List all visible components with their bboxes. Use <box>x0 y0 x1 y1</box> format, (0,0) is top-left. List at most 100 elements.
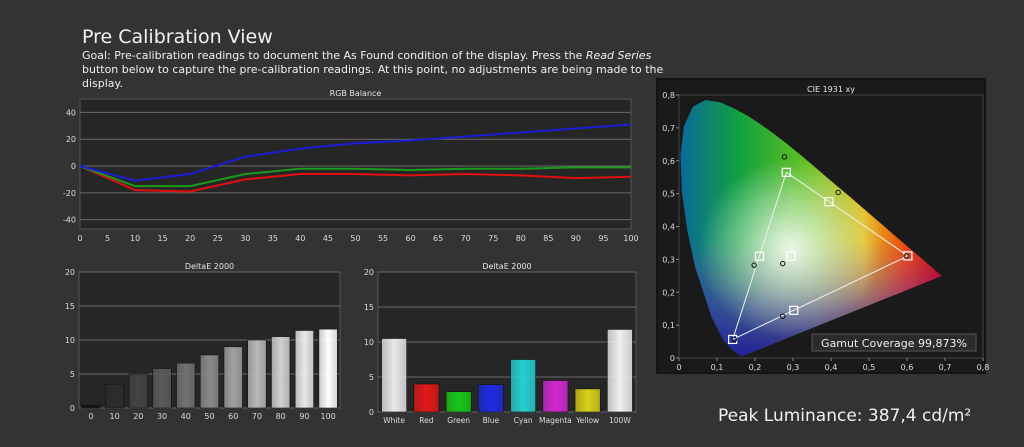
x-tick-label: Green <box>447 416 470 425</box>
bar-40 <box>176 362 196 409</box>
bar-yellow <box>574 388 601 413</box>
bar-30 <box>152 368 172 409</box>
x-tick-label: 90 <box>571 234 581 243</box>
x-tick-label: 0 <box>676 363 681 372</box>
y-tick-label: 0,6 <box>662 157 675 166</box>
x-tick-label: 100 <box>320 412 335 421</box>
x-tick-label: Magenta <box>539 416 572 425</box>
bar-red <box>413 383 440 413</box>
white-point-glow <box>680 99 942 357</box>
y-tick-label: 15 <box>65 302 75 311</box>
bar-80 <box>271 336 291 409</box>
x-tick-label: 0,5 <box>863 363 876 372</box>
y-tick-label: 0,1 <box>662 321 675 330</box>
goal-suffix: button below to capture the pre-calibrat… <box>82 63 664 90</box>
series-line-1 <box>79 165 631 188</box>
bar-cyan <box>510 359 537 413</box>
grayscale-deltae-chart: DeltaE 2000 0 5 10 15 20 0 10 20 30 40 50 60 70 80 90 10… <box>65 262 341 421</box>
x-tick-label: 100W <box>609 416 631 425</box>
y-tick-label: 0 <box>71 162 76 171</box>
measured-point <box>780 313 786 319</box>
target-marker <box>786 251 796 261</box>
measured-point <box>835 189 841 196</box>
x-tick-label: 25 <box>213 234 223 243</box>
x-tick-label: 60 <box>406 234 416 243</box>
chart-title: RGB Balance <box>330 89 382 98</box>
chart-title: DeltaE 2000 <box>482 262 531 271</box>
x-tick-label: 80 <box>276 412 286 421</box>
x-tick-label: 20 <box>185 234 195 243</box>
target-marker <box>754 251 765 261</box>
x-tick-label: 40 <box>295 234 305 243</box>
measured-point <box>903 253 909 259</box>
x-tick-label: 40 <box>181 412 191 421</box>
y-tick-label: 0 <box>70 404 75 413</box>
bar-100 <box>318 328 338 409</box>
y-tick-label: 0,5 <box>662 190 675 199</box>
y-tick-label: 0,7 <box>662 124 675 133</box>
measured-point <box>751 262 757 268</box>
bar-10 <box>105 383 125 409</box>
x-tick-label: Red <box>419 416 433 425</box>
x-tick-label: 5 <box>105 234 110 243</box>
bar-70 <box>247 339 267 409</box>
y-tick-label: -20 <box>63 189 76 198</box>
x-tick-label: 0 <box>88 412 93 421</box>
x-tick-label: Blue <box>483 416 500 425</box>
bar-0 <box>81 404 101 409</box>
series-line-2 <box>79 123 632 182</box>
series-line-0 <box>79 165 632 193</box>
y-tick-label: 0 <box>369 408 374 417</box>
bar-magenta <box>542 380 569 413</box>
bar-100w <box>606 329 633 413</box>
x-tick-label: Yellow <box>575 416 599 425</box>
x-tick-label: 90 <box>299 412 309 421</box>
x-tick-label: 70 <box>252 412 262 421</box>
x-tick-label: 95 <box>598 234 608 243</box>
y-tick-label: 40 <box>66 108 76 117</box>
bar-90 <box>294 330 314 409</box>
target-marker <box>824 197 834 207</box>
x-tick-label: White <box>383 416 405 425</box>
y-tick-label: 0,2 <box>662 288 675 297</box>
y-tick-label: 0,3 <box>662 255 675 264</box>
measured-point <box>780 260 786 267</box>
x-tick-label: 20 <box>133 412 143 421</box>
x-tick-label: 85 <box>543 234 553 243</box>
x-tick-label: 0,2 <box>749 363 762 372</box>
measured-point <box>781 154 788 160</box>
cie-1931-chart: CIE 1931 xy 0 0,1 0,2 0,3 0,4 0,5 0,6 0,7 0,8 0,8 0… <box>662 85 989 372</box>
goal-text: Goal: Pre-calibration readings to docume… <box>82 49 682 91</box>
bar-blue <box>477 384 504 413</box>
x-tick-label: 0,1 <box>711 363 724 372</box>
bar-white <box>381 338 408 413</box>
chart-title: DeltaE 2000 <box>185 262 234 271</box>
y-tick-label: 0,4 <box>662 223 675 232</box>
y-tick-label: 0,8 <box>662 91 675 100</box>
x-tick-label: 0,6 <box>901 363 914 372</box>
y-tick-label: 0 <box>670 354 675 363</box>
x-tick-label: 80 <box>516 234 526 243</box>
x-tick-label: 0,3 <box>787 363 800 372</box>
x-tick-label: 50 <box>204 412 214 421</box>
x-tick-label: 15 <box>158 234 168 243</box>
x-tick-label: 10 <box>130 234 140 243</box>
target-marker <box>781 167 791 177</box>
x-tick-label: 10 <box>109 412 119 421</box>
y-tick-label: 20 <box>66 135 76 144</box>
goal-prefix: Goal: Pre-calibration readings to docume… <box>82 49 586 62</box>
x-tick-label: 30 <box>157 412 167 421</box>
x-tick-label: 0,4 <box>825 363 838 372</box>
gamut-coverage-box <box>811 333 977 352</box>
x-tick-label: 55 <box>378 234 388 243</box>
bar-60 <box>223 346 243 409</box>
target-marker <box>789 305 799 315</box>
y-tick-label: -40 <box>63 216 76 225</box>
page-title: Pre Calibration View <box>82 26 273 48</box>
x-tick-label: 70 <box>461 234 471 243</box>
x-tick-label: Cyan <box>514 416 533 425</box>
x-tick-label: 30 <box>240 234 250 243</box>
y-tick-label: 10 <box>364 338 374 347</box>
gamut-coverage-label: Gamut Coverage 99,873% <box>821 337 967 350</box>
